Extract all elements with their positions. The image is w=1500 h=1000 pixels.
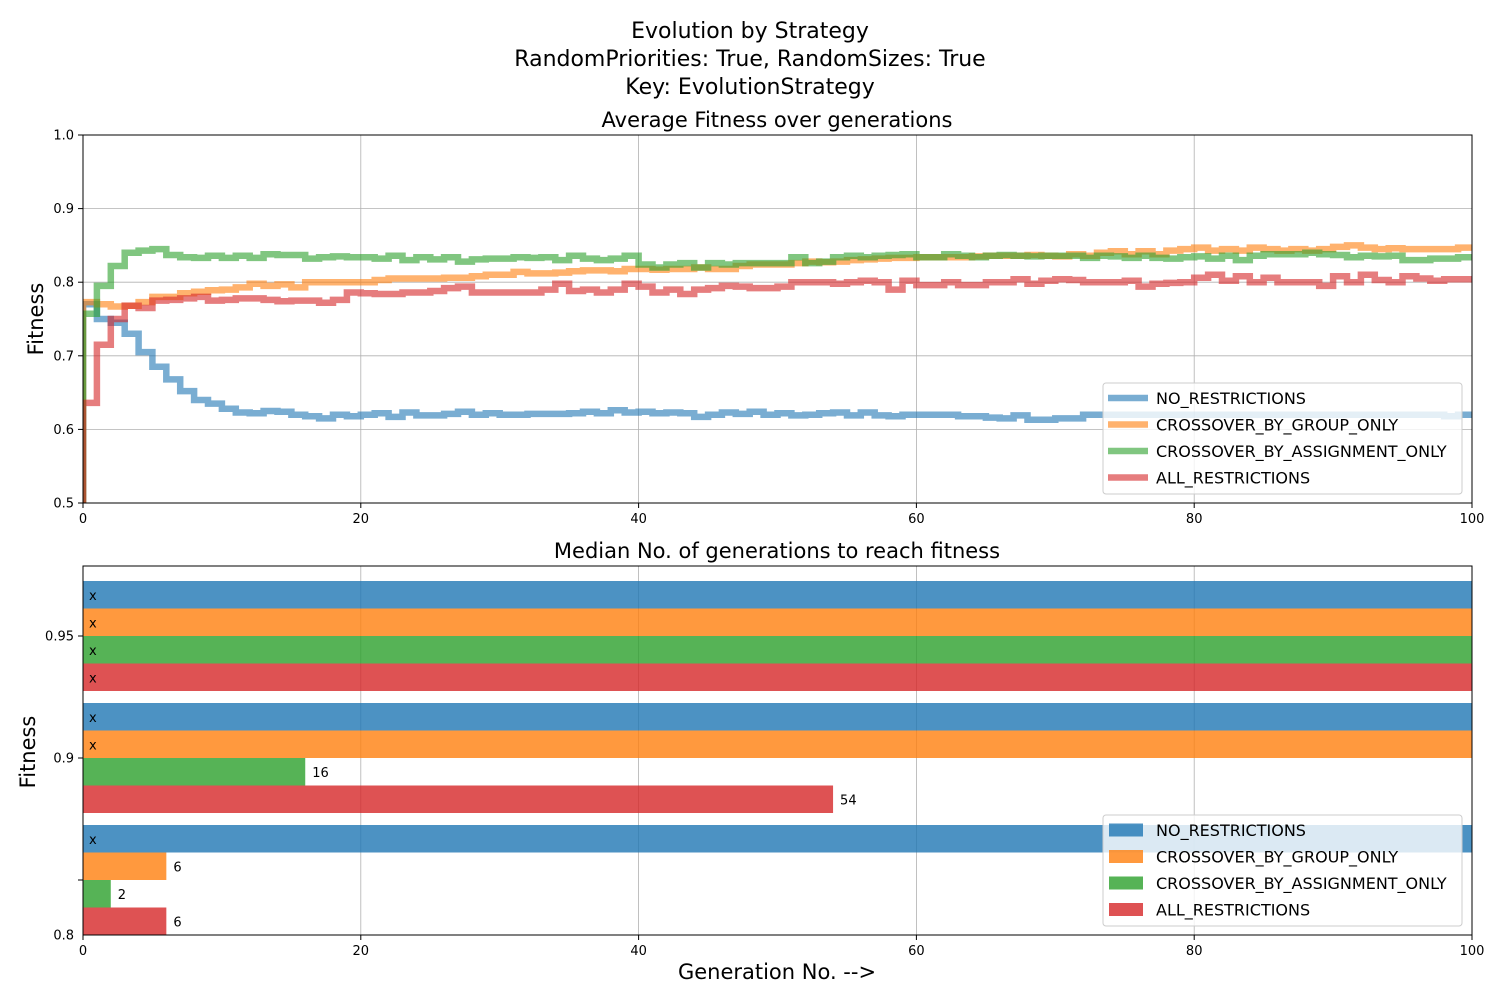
bar-chart-ytick-label: 0.95 [45, 630, 74, 645]
line-chart-fitness: Average Fitness over generations Fitness… [24, 108, 1484, 527]
line-chart-xtick-label: 80 [1186, 512, 1203, 527]
bar-chart-xtick-label: 80 [1186, 944, 1203, 959]
bar-chart-xlabel: Generation No. --> [678, 960, 876, 984]
series-line-crossover-by-assignment-only [83, 245, 1472, 503]
bar-value-label: x [89, 589, 97, 604]
line-chart-xtick-label: 0 [79, 512, 87, 527]
legend-label-crossover-by-assignment-only: CROSSOVER_BY_ASSIGNMENT_ONLY [1156, 874, 1447, 894]
bar-chart-ticks: 0 20 40 60 80 100 0.8 0.9 0.95 [45, 630, 1484, 960]
line-chart-ytick-label: 0.5 [53, 497, 74, 512]
bar-chart-generations: Median No. of generations to reach fitne… [16, 539, 1484, 984]
bar-crossover-by-assignment-only-0-95 [83, 636, 1472, 664]
bar-value-label: x [89, 644, 97, 659]
bar-value-label: x [89, 671, 97, 686]
bar-crossover-by-group-only-0-9 [83, 730, 1472, 758]
line-chart-frame [82, 134, 1473, 504]
bar-crossover-by-assignment-only-0-8 [83, 880, 111, 908]
bar-chart-title: Median No. of generations to reach fitne… [554, 539, 1000, 563]
legend-box [1102, 382, 1463, 495]
bar-chart-xtick-label: 0 [79, 944, 87, 959]
legend-swatch-crossover-by-assignment-only [1109, 876, 1143, 890]
bar-chart-xtick-label: 40 [630, 944, 647, 959]
bar-chart-legend: NO_RESTRICTIONS CROSSOVER_BY_GROUP_ONLY CR… [1102, 814, 1463, 927]
series-line-all-restrictions [83, 271, 1472, 503]
bar-chart-ylabel: Fitness [16, 716, 40, 789]
line-chart-ytick-label: 0.6 [53, 423, 74, 438]
bar-chart-xtick-label: 100 [1460, 944, 1485, 959]
line-chart-legend: NO_RESTRICTIONS CROSSOVER_BY_GROUP_ONLY CR… [1102, 382, 1463, 495]
bar-no-restrictions-0-9 [83, 703, 1472, 731]
line-chart-xtick-label: 20 [353, 512, 370, 527]
bar-value-label: 6 [173, 915, 181, 930]
legend-label-no-restrictions: NO_RESTRICTIONS [1156, 389, 1306, 409]
line-chart-xtick-label: 100 [1460, 512, 1485, 527]
line-chart-ytick-label: 0.9 [53, 202, 74, 217]
legend-label-all-restrictions: ALL_RESTRICTIONS [1156, 901, 1310, 921]
legend-label-crossover-by-group-only: CROSSOVER_BY_GROUP_ONLY [1156, 848, 1398, 868]
legend-label-no-restrictions: NO_RESTRICTIONS [1156, 821, 1306, 841]
line-chart-ytick-label: 0.7 [53, 349, 74, 364]
bar-value-label: 6 [173, 860, 181, 875]
bar-value-label: 2 [118, 888, 126, 903]
line-chart-xtick-label: 60 [908, 512, 925, 527]
bar-crossover-by-group-only-0-8 [83, 852, 167, 880]
figure-title-line-2: RandomPriorities: True, RandomSizes: Tru… [514, 47, 985, 72]
line-chart-ylabel: Fitness [24, 283, 48, 356]
legend-label-crossover-by-group-only: CROSSOVER_BY_GROUP_ONLY [1156, 416, 1398, 436]
figure-title-line-1: Evolution by Strategy [631, 19, 869, 44]
bar-chart-ytick-label: 0.8 [53, 929, 74, 944]
bar-value-label: 16 [312, 766, 329, 781]
legend-swatch-crossover-by-group-only [1109, 850, 1143, 863]
bar-chart-ytick-label: 0.9 [53, 752, 74, 767]
legend-swatch-no-restrictions [1109, 823, 1143, 837]
bar-all-restrictions-0-95 [83, 663, 1472, 691]
bar-value-label: x [89, 711, 97, 726]
legend-label-crossover-by-assignment-only: CROSSOVER_BY_ASSIGNMENT_ONLY [1156, 442, 1447, 462]
bar-chart-xtick-label: 20 [353, 944, 370, 959]
bar-chart-frame [82, 565, 1473, 936]
bar-all-restrictions-0-9 [83, 785, 834, 813]
bar-value-label: x [89, 833, 97, 848]
bar-value-label: 54 [840, 793, 857, 808]
bar-all-restrictions-0-8 [83, 907, 167, 935]
line-chart-title: Average Fitness over generations [602, 108, 953, 132]
bar-crossover-by-group-only-0-95 [83, 608, 1472, 636]
line-chart-ticks: 0 20 40 60 80 100 0.5 0.6 0.7 0.8 0.9 1.0 [53, 129, 1484, 528]
line-chart-xtick-label: 40 [630, 512, 647, 527]
figure-title-line-3: Key: EvolutionStrategy [625, 75, 875, 100]
legend-swatch-all-restrictions [1109, 903, 1143, 916]
line-chart-ytick-label: 1.0 [53, 129, 74, 144]
bar-no-restrictions-0-95 [83, 581, 1472, 609]
line-chart-ytick-label: 0.8 [53, 276, 74, 291]
legend-box [1102, 814, 1463, 927]
bar-crossover-by-assignment-only-0-9 [83, 758, 306, 786]
bar-value-label: x [89, 738, 97, 753]
bar-chart-xtick-label: 60 [908, 944, 925, 959]
bar-value-label: x [89, 616, 97, 631]
legend-label-all-restrictions: ALL_RESTRICTIONS [1156, 469, 1310, 489]
